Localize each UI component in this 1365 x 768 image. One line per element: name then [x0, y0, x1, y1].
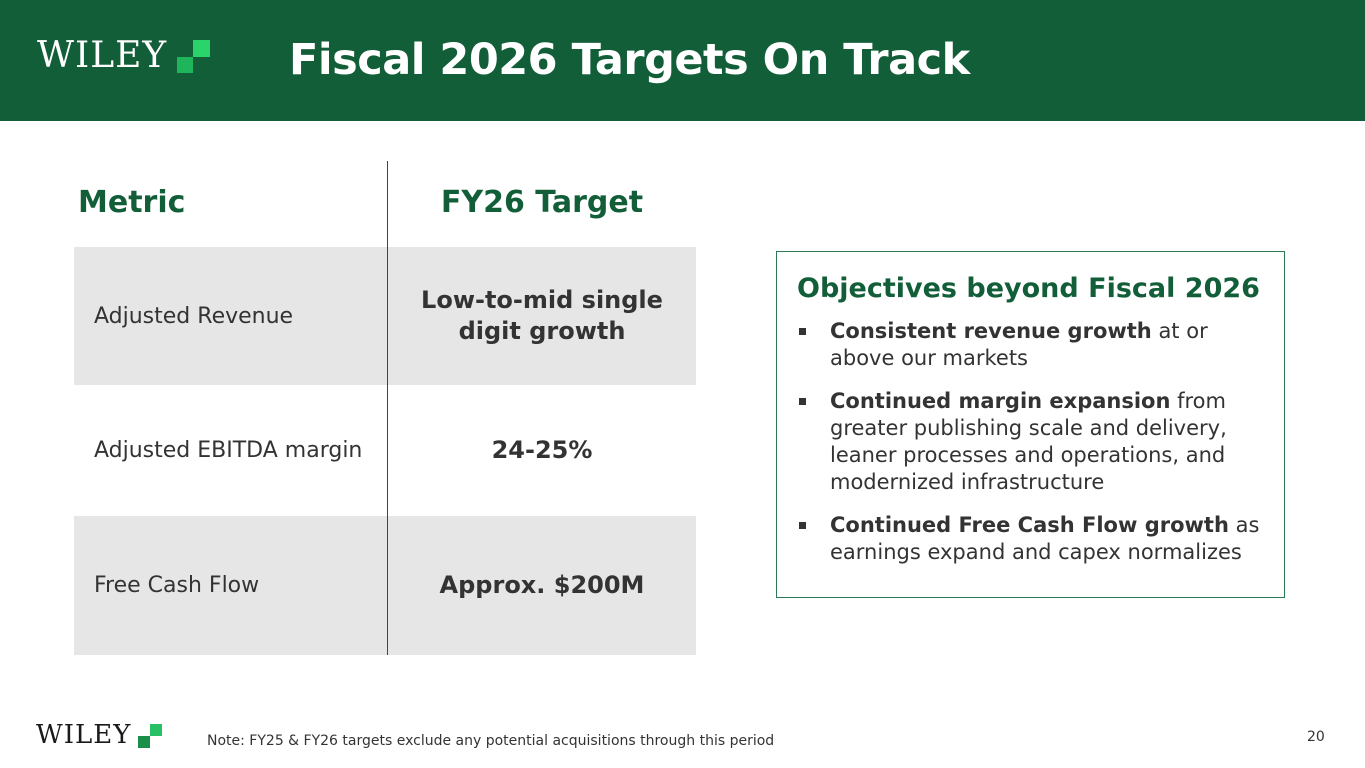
- footer-wiley-logo: WILEY: [36, 720, 163, 750]
- objective-text: from greater publishing scale and delive…: [830, 389, 1227, 494]
- target-value: Low-to-mid single digit growth: [421, 286, 663, 345]
- objective-bold: Consistent revenue growth: [830, 319, 1152, 343]
- objectives-title: Objectives beyond Fiscal 2026: [797, 273, 1260, 304]
- table-row-revenue: Adjusted Revenue Low-to-mid single digit…: [74, 247, 696, 385]
- target-column-header: FY26 Target: [440, 185, 644, 220]
- targets-table: Metric FY26 Target Adjusted Revenue Low-…: [74, 161, 696, 655]
- square-bullet-icon: [799, 328, 806, 335]
- slide-title: Fiscal 2026 Targets On Track: [289, 35, 970, 85]
- footnote: Note: FY25 & FY26 targets exclude any po…: [207, 733, 775, 749]
- square-bullet-icon: [799, 522, 806, 529]
- metric-cell: Adjusted EBITDA margin: [94, 438, 363, 463]
- objective-bold: Continued margin expansion: [830, 389, 1171, 413]
- objective-item: Continued margin expansion from greater …: [797, 388, 1266, 496]
- metric-cell: Free Cash Flow: [94, 573, 260, 598]
- objective-text: at or above our markets: [830, 319, 1208, 370]
- objective-item: Consistent revenue growth at or above ou…: [797, 318, 1266, 372]
- metric-cell: Adjusted Revenue: [94, 303, 294, 329]
- header-bar: WILEY Fiscal 2026 Targets On Track: [0, 0, 1365, 121]
- wiley-logo-text: WILEY: [37, 35, 168, 76]
- target-cell: Low-to-mid single digit growth: [388, 247, 696, 385]
- square-bullet-icon: [799, 398, 806, 405]
- objective-bold: Continued Free Cash Flow growth: [830, 513, 1229, 537]
- metric-column-header: Metric: [78, 185, 186, 220]
- wiley-squares-icon: [177, 40, 211, 74]
- objective-item: Continued Free Cash Flow growth as earni…: [797, 512, 1266, 566]
- page-number: 20: [1307, 729, 1325, 745]
- wiley-logo: WILEY: [37, 38, 211, 74]
- objective-text: as earnings expand and capex normalizes: [830, 513, 1260, 564]
- target-value: 24-25%: [491, 436, 593, 464]
- table-row-ebitda: Adjusted EBITDA margin 24-25%: [74, 385, 696, 516]
- target-cell: Approx. $200M: [388, 516, 696, 655]
- table-row-fcf: Free Cash Flow Approx. $200M: [74, 516, 696, 655]
- target-value: Approx. $200M: [439, 571, 645, 599]
- wiley-squares-icon: [138, 724, 163, 748]
- column-divider: [387, 161, 388, 655]
- objectives-list: Consistent revenue growth at or above ou…: [797, 318, 1266, 566]
- target-cell: 24-25%: [388, 385, 696, 516]
- objectives-box: Objectives beyond Fiscal 2026 Consistent…: [776, 251, 1285, 598]
- wiley-logo-text: WILEY: [36, 720, 132, 750]
